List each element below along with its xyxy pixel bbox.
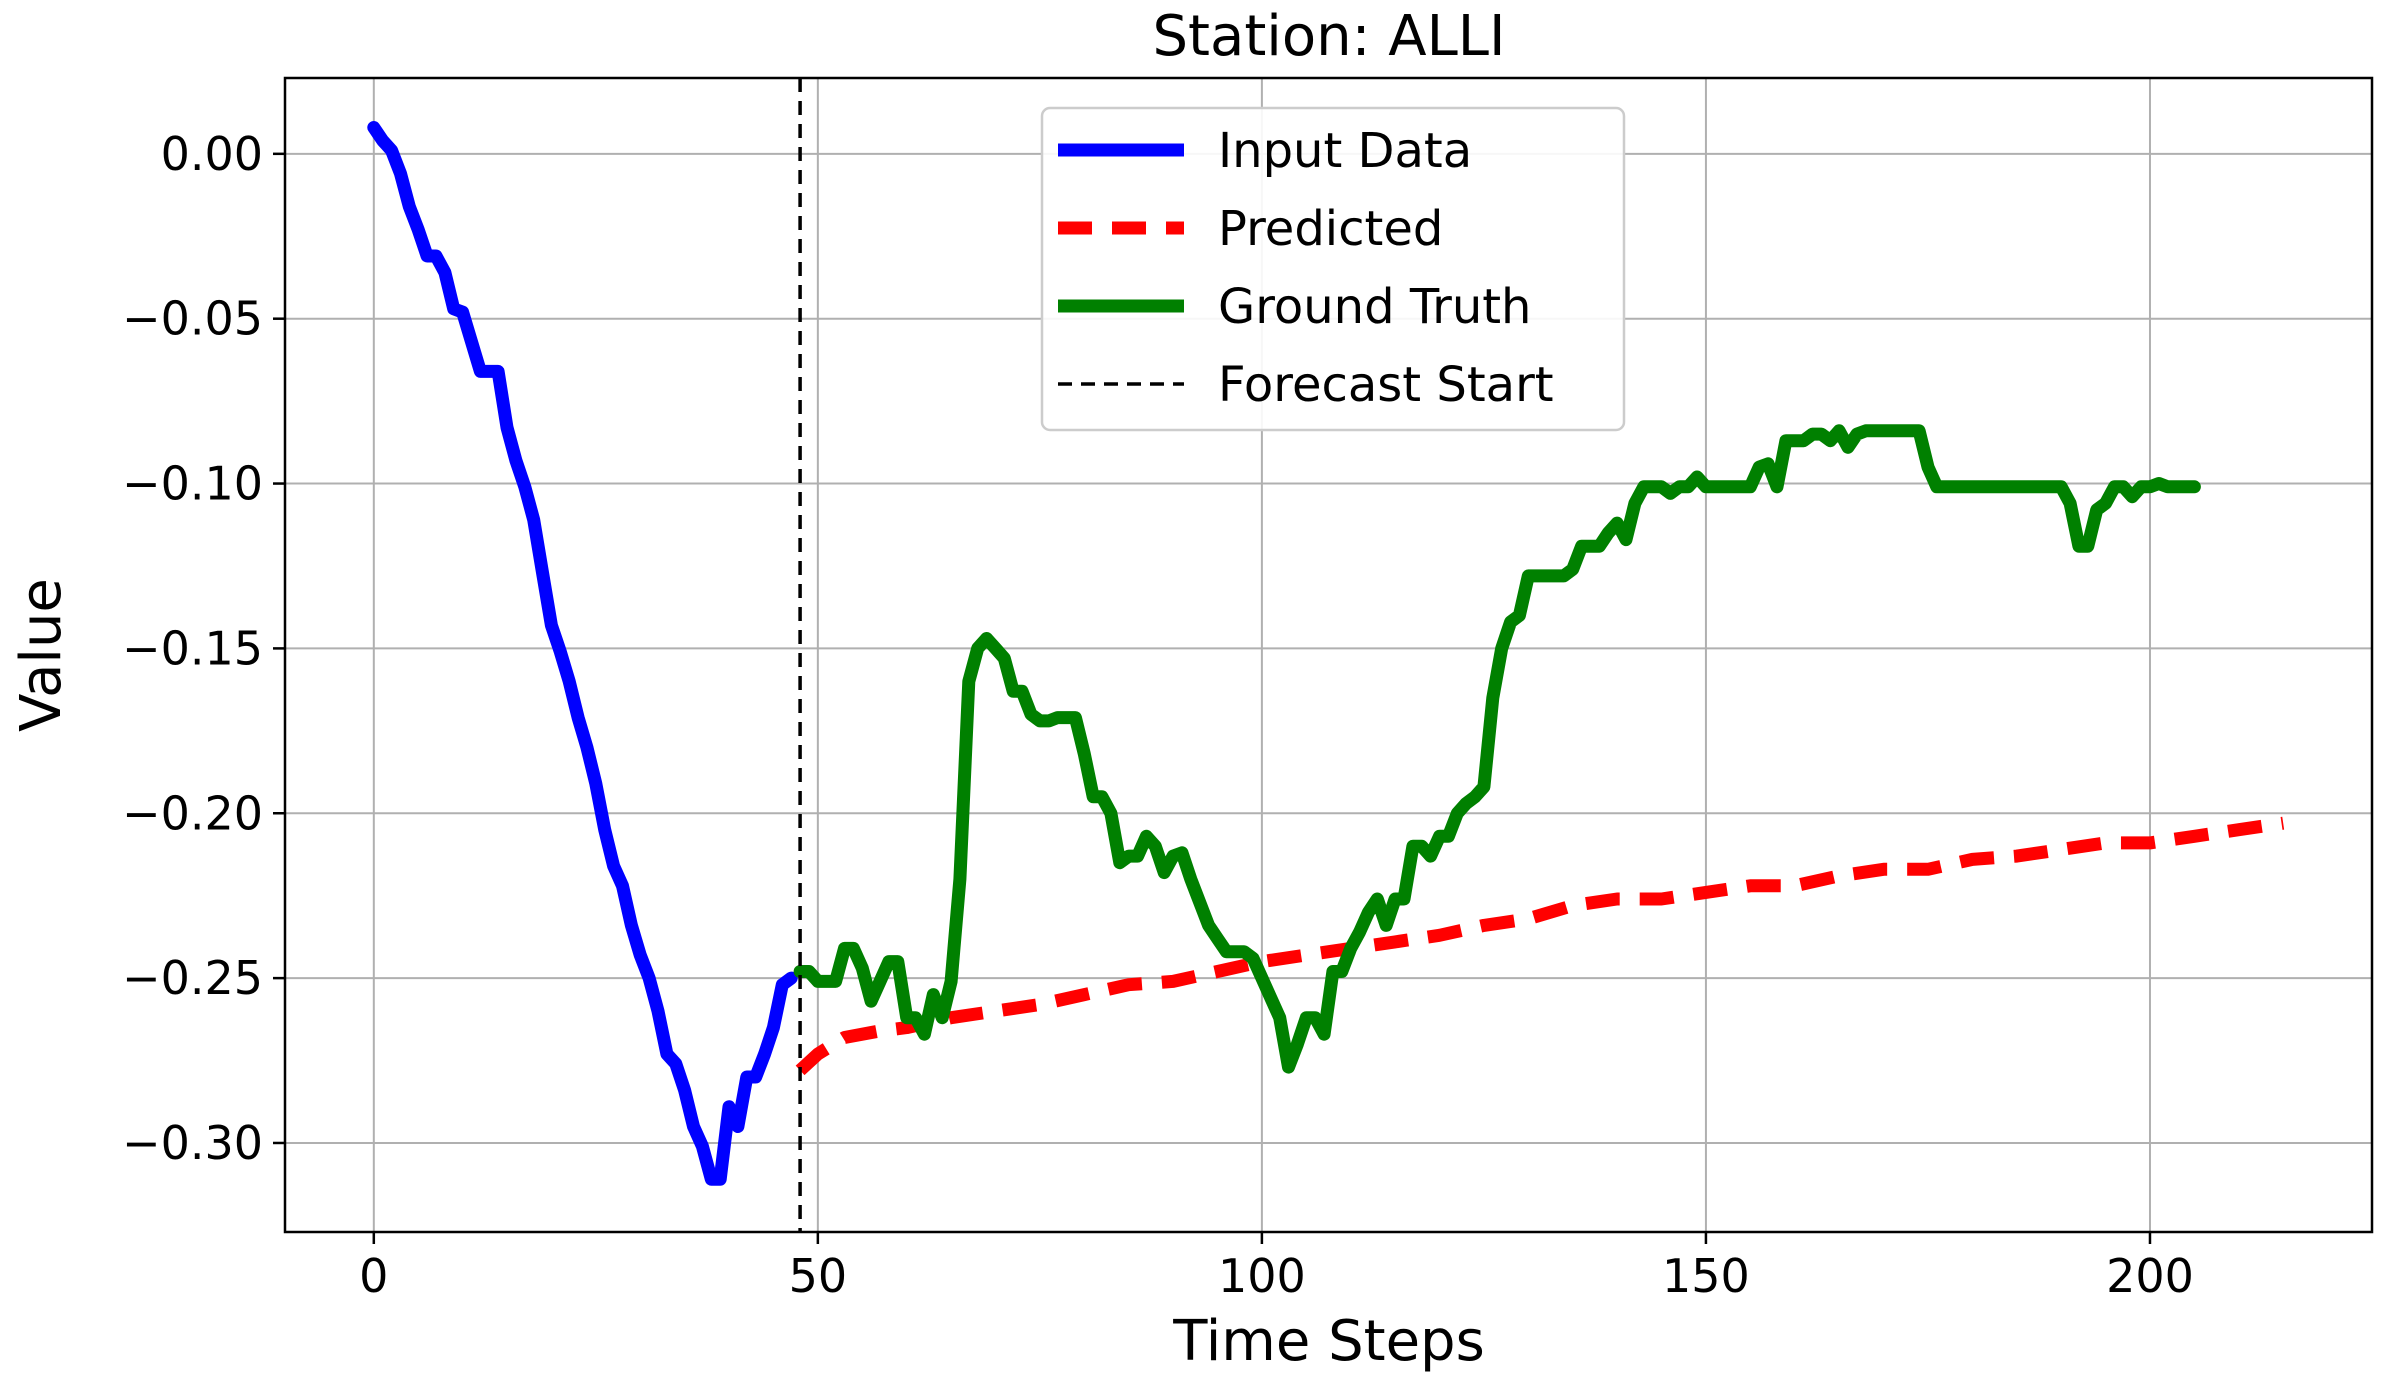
- legend-box: [1040, 106, 1626, 432]
- y-axis: 0.00 −0.05 −0.10 −0.15 −0.20 −0.25 −0.30: [122, 127, 285, 1170]
- y-tick-label: −0.20: [122, 786, 263, 840]
- plot-frame: [283, 76, 2374, 1234]
- x-tick-label: 150: [1662, 1249, 1750, 1303]
- y-tick-label: −0.30: [122, 1116, 263, 1170]
- legend-label: Input Data: [1218, 123, 1472, 179]
- series-line-2: [793, 424, 2201, 1074]
- chart-title: Station: ALLI: [1153, 4, 1506, 69]
- x-tick-label: 100: [1218, 1249, 1306, 1303]
- series-line-0: [367, 121, 798, 1186]
- y-tick-label: −0.10: [122, 457, 263, 511]
- y-tick-label: −0.15: [122, 621, 263, 675]
- x-tick-label: 50: [789, 1249, 848, 1303]
- y-axis-label: Value: [9, 578, 74, 732]
- x-axis: 0 50 100 150 200: [359, 1232, 2194, 1303]
- y-tick-label: −0.05: [122, 292, 263, 346]
- series-line-1: [795, 816, 2285, 1076]
- x-tick-label: 200: [2106, 1249, 2194, 1303]
- legend: Input Data Predicted Ground Truth Forecast …: [1040, 106, 1626, 432]
- legend-label: Predicted: [1218, 201, 1443, 257]
- x-axis-label: Time Steps: [1172, 1309, 1485, 1374]
- legend-label: Forecast Start: [1218, 357, 1554, 413]
- y-tick-label: 0.00: [161, 127, 263, 181]
- y-tick-label: −0.25: [122, 951, 263, 1005]
- legend-label: Ground Truth: [1218, 279, 1531, 335]
- plot-area: [367, 78, 2285, 1232]
- x-tick-label: 0: [359, 1249, 388, 1303]
